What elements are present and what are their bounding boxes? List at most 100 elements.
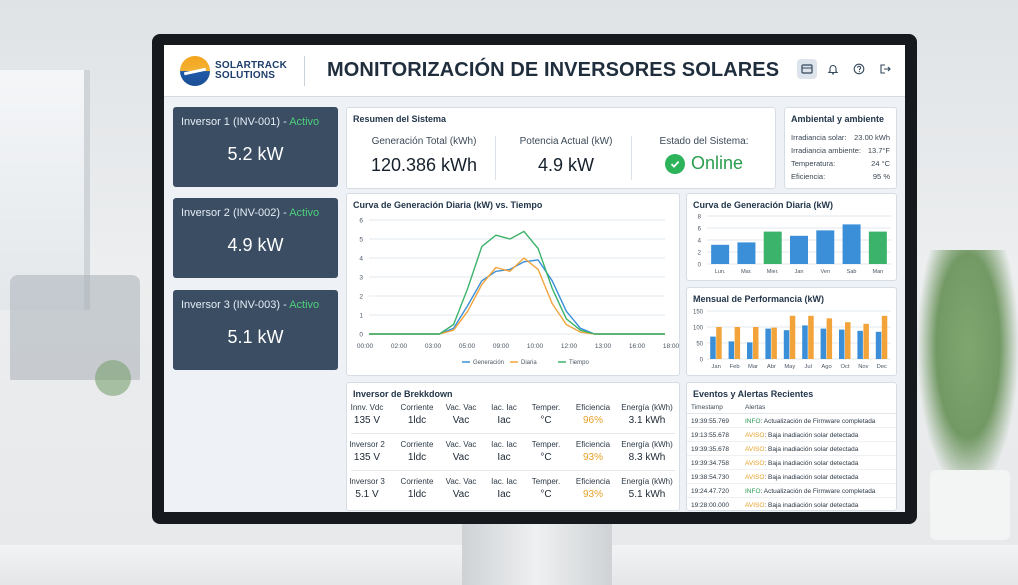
y-tick-label: 6 <box>698 227 702 233</box>
event-row[interactable]: 19:28:00.000 AVISO: Baja inadiación solar… <box>687 499 896 510</box>
inverter-power: 5.1 kW <box>227 327 284 347</box>
breakdown-cell-label: Vac. Vac <box>445 477 477 486</box>
inverter-card-1[interactable]: Inversor 1 (INV-001) - Activo 5.2 kW <box>173 107 338 187</box>
dashboard-screen: SOLARTRACK SOLUTIONS MONITORIZACIÓN DE I… <box>164 45 905 512</box>
inverter-card-2[interactable]: Inversor 2 (INV-002) - Activo 4.9 kW <box>173 198 338 278</box>
bar <box>728 341 735 359</box>
x-tick-label: Sab <box>847 269 857 275</box>
y-tick-label: 0 <box>698 263 702 269</box>
y-tick-label: 0 <box>359 332 363 339</box>
legend-label: Generación <box>473 360 504 366</box>
breakdown-cell-label: Eficiencia <box>575 477 611 486</box>
panel-title: Eventos y Alertas Recientes <box>693 389 814 399</box>
chart-title: Mensual de Performancia (kW) <box>693 294 825 304</box>
row-divider <box>351 470 675 471</box>
bar <box>816 230 835 264</box>
dashboard-icon[interactable] <box>797 59 817 79</box>
y-tick-label: 8 <box>698 215 702 221</box>
breakdown-cell-value: °C <box>540 452 552 463</box>
event-text: : Baja inadiación solar detectada <box>764 502 859 509</box>
event-level: INFO <box>745 418 761 425</box>
background-shelf <box>0 380 155 440</box>
background-window <box>0 70 90 310</box>
breakdown-cell-value: Iac <box>497 415 511 426</box>
env-label: Temperatura: <box>791 159 836 168</box>
y-tick-label: 0 <box>700 358 704 364</box>
event-timestamp: 19:39:55.769 <box>691 418 729 425</box>
logout-icon[interactable] <box>875 59 895 79</box>
breakdown-cell-value: 93% <box>582 452 603 463</box>
help-icon[interactable] <box>849 59 869 79</box>
x-tick-label: Nov <box>858 364 868 370</box>
logo[interactable]: SOLARTRACK SOLUTIONS <box>180 55 298 86</box>
event-timestamp: 19:24.47.720 <box>691 488 729 495</box>
breakdown-cell-value: 93% <box>582 489 603 500</box>
x-tick-label: 02:00 <box>391 343 408 350</box>
breakdown-cell-label: Iac. Iac <box>491 477 517 486</box>
env-value: 24 °C <box>871 159 890 168</box>
bar <box>820 328 827 359</box>
y-tick-label: 50 <box>696 342 703 348</box>
daily-bar-chart: 0 2 4 6 8 Lun. Mar. Mier. Jan Ven Sab Man <box>698 215 891 275</box>
page-title: MONITORIZACIÓN DE INVERSORES SOLARES <box>327 59 780 81</box>
event-row[interactable]: 19:39:34.758 AVISO: Baja inadiación solar… <box>687 457 896 470</box>
bar <box>765 328 771 359</box>
event-timestamp: 19:39:35.678 <box>691 446 729 453</box>
events-col-timestamp: Timestamp <box>691 404 723 411</box>
event-row[interactable]: 19:39:35.678 AVISO: Baja inadiación solar… <box>687 443 896 456</box>
breakdown-cell-value: °C <box>540 489 552 500</box>
breakdown-cell-label: Energía (kWh) <box>621 403 673 412</box>
app-header: SOLARTRACK SOLUTIONS MONITORIZACIÓN DE I… <box>164 45 905 97</box>
line-chart: 0 1 2 3 4 5 6 00:00 02:00 03:00 05:00 09:00 10:00 12:… <box>357 218 680 367</box>
daily-generation-curve-panel: Curva de Generación Diaria (kW) vs. Tiem… <box>346 193 680 376</box>
inverter-power: 5.2 kW <box>227 144 284 164</box>
x-tick-label: May <box>784 364 795 370</box>
x-tick-label: Jan <box>712 364 721 370</box>
event-row[interactable]: 19:39:55.769 INFO: Actualización de Firmw… <box>687 415 896 428</box>
event-row[interactable]: 19:13:55.678 AVISO: Baja inadiación solar… <box>687 429 896 442</box>
header-toolbar <box>797 59 895 79</box>
breakdown-cell-value: 5.1 V <box>355 489 379 500</box>
y-tick-label: 150 <box>693 310 704 316</box>
bar <box>790 235 808 264</box>
breakdown-cell-label: Temper. <box>531 440 561 449</box>
system-status-value: Online <box>690 153 744 173</box>
bar <box>716 327 722 359</box>
panel-title: Ambiental y ambiente <box>791 114 885 124</box>
x-tick-label: Mar <box>748 364 758 370</box>
env-value: 23.00 kWh <box>854 133 890 142</box>
event-timestamp: 19:28:00.000 <box>691 502 729 509</box>
breakdown-cell-label: Corriente <box>400 477 434 486</box>
x-tick-label: Lun. <box>715 269 726 275</box>
monitor-stand <box>462 523 612 585</box>
legend-label: Diaria <box>521 360 537 366</box>
y-tick-label: 4 <box>698 239 702 245</box>
bell-icon[interactable] <box>823 59 843 79</box>
event-row[interactable]: 19:24.47.720 INFO: Actualización de Firmw… <box>687 485 896 498</box>
y-tick-label: 2 <box>698 251 702 257</box>
breakdown-cell-value: Iac <box>497 489 511 500</box>
bar <box>783 330 790 359</box>
env-label: Eficiencia: <box>791 172 826 181</box>
breakdown-cell-value: 1ldc <box>407 489 427 500</box>
env-row: Eficiencia: 95 % <box>791 172 890 181</box>
x-tick-label: Abr <box>767 364 776 370</box>
breakdown-cell-value: 96% <box>582 415 603 426</box>
event-text: : Baja inadiación solar detectada <box>764 460 859 467</box>
inverter-name: Inversor 3 (INV-003) - <box>181 299 290 311</box>
env-row: Irradiancia ambiente: 13.7°F <box>791 146 890 155</box>
env-row: Irradiancia solar: 23.00 kWh <box>791 133 890 142</box>
inverter-card-3[interactable]: Inversor 3 (INV-003) - Activo 5.1 kW <box>173 290 338 370</box>
breakdown-cell-label: Energía (kWh) <box>621 477 673 486</box>
event-level: INFO <box>745 488 761 495</box>
series-line <box>369 259 665 335</box>
breakdown-cell-value: Vac <box>452 415 470 426</box>
breakdown-cell-label: Temper. <box>531 477 561 486</box>
breakdown-cell-label: Corriente <box>400 403 434 412</box>
system-summary-panel: Resumen del Sistema Generación Total (kW… <box>346 107 776 189</box>
event-row[interactable]: 19:38:54.730 AVISO: Baja inadiación solar… <box>687 471 896 484</box>
summary-power-value: 4.9 kW <box>537 155 594 175</box>
x-tick-label: 18:00 <box>663 343 680 350</box>
events-header: Timestamp Alertas <box>687 402 896 414</box>
bar <box>747 342 753 359</box>
